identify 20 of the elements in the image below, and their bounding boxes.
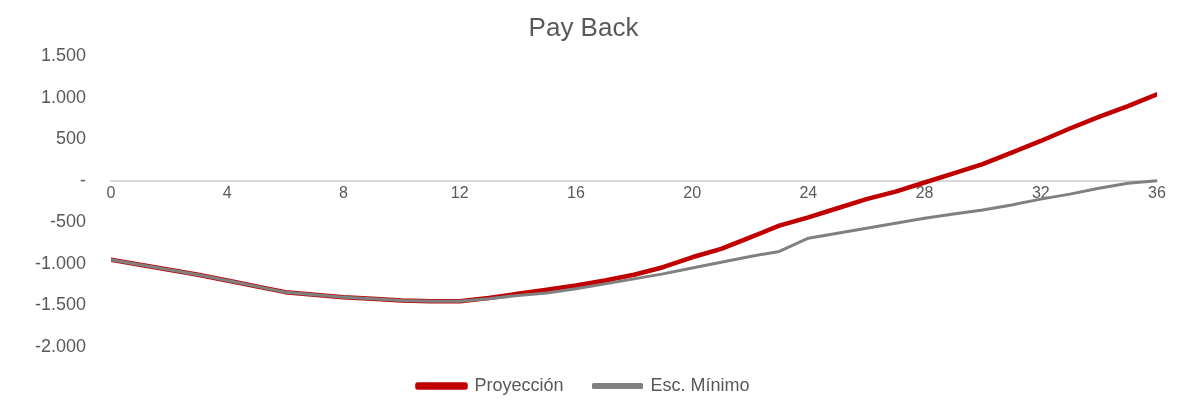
- x-tick-label: 20: [683, 183, 702, 201]
- x-tick-label: 16: [567, 183, 585, 201]
- chart-title: Pay Back: [528, 11, 640, 42]
- y-tick-label: -1.000: [34, 252, 87, 273]
- x-tick-label: 8: [339, 183, 349, 201]
- x-tick-label: 12: [450, 183, 469, 201]
- x-tick-label: 36: [1148, 183, 1166, 201]
- y-tick-label: 1.000: [40, 86, 87, 107]
- legend-label: Esc. Mínimo: [650, 374, 750, 395]
- y-tick-label: -2.000: [34, 335, 87, 356]
- legend-label: Proyección: [474, 374, 564, 395]
- x-tick-label: 28: [915, 183, 934, 201]
- x-tick-label: 4: [222, 183, 232, 201]
- y-tick-label: 500: [55, 128, 87, 149]
- y-tick-label: 1.500: [40, 45, 87, 66]
- y-tick-label: -500: [50, 211, 87, 232]
- x-tick-label: 0: [106, 183, 116, 201]
- y-tick-label: -: [80, 169, 87, 190]
- y-tick-label: -1.500: [34, 294, 87, 315]
- x-tick-label: 24: [799, 183, 818, 201]
